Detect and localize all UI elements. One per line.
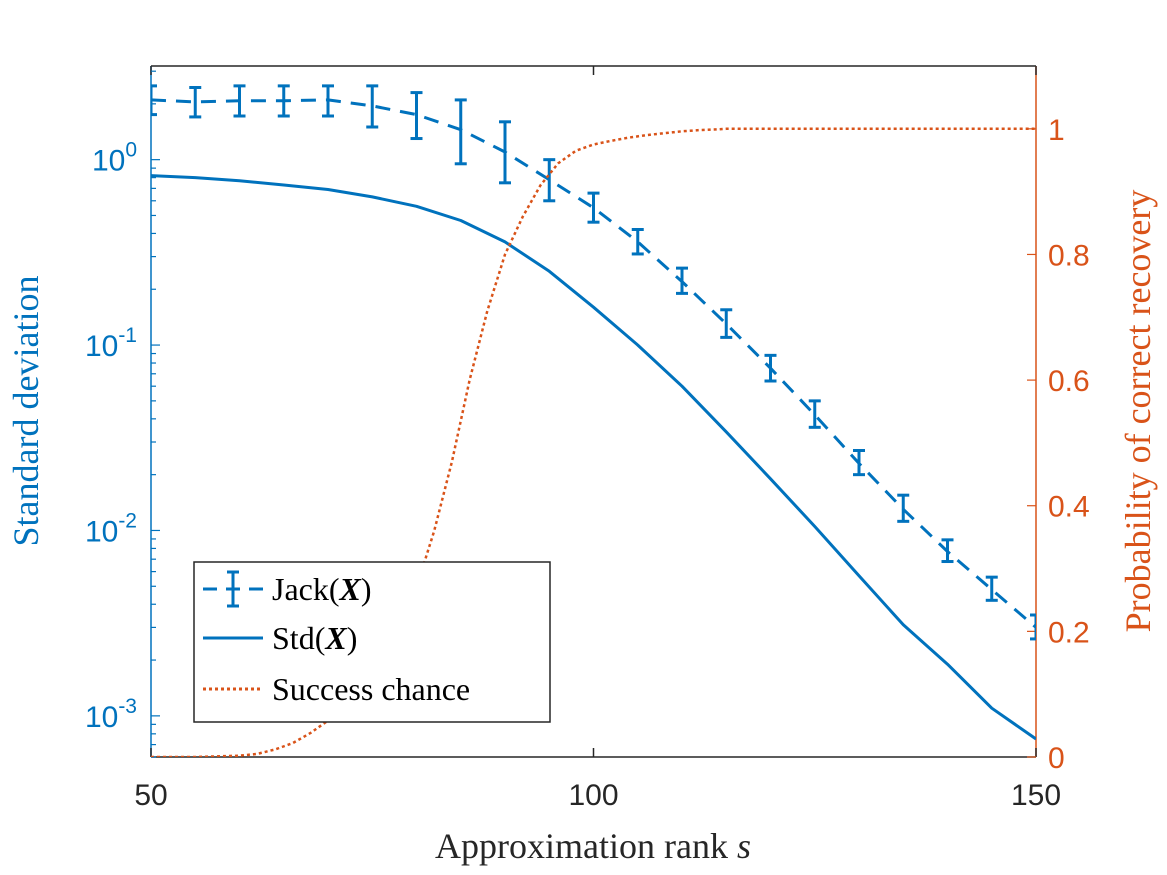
legend-success-label: Success chance [272,671,470,707]
right-tick-label: 0 [1048,742,1065,775]
left-tick-exponent: 0 [125,139,137,162]
series-layer [151,84,1036,757]
left-tick-label: 10-2 [85,509,137,548]
legend: Jack(X) Std(X) Success chance [193,561,551,723]
series-success-chance [151,127,1036,757]
std-line [151,174,1036,741]
x-axis-title: Approximation rank s [435,826,751,866]
series-std [151,174,1036,741]
left-tick-label: 10-1 [85,324,137,363]
left-tick-base: 10 [85,515,118,548]
left-tick-base: 10 [85,330,118,363]
legend-jack-name: Jack [272,571,329,607]
x-tick-label: 100 [568,779,618,812]
left-tick-exponent: -2 [118,509,137,532]
right-axis-title: Probability of correct recovery [1118,190,1158,633]
left-tick-label: 100 [92,139,137,178]
right-tick-label: 0.4 [1048,491,1090,524]
left-axis-title: Standard deviation [6,276,46,547]
legend-entry-std: Std(X) [203,620,357,656]
success-line [151,127,1036,757]
legend-entry-success: Success chance [203,671,470,707]
x-axis-ticks: 50 100 150 [134,66,1061,812]
right-tick-label: 0.8 [1048,239,1090,272]
legend-std-label: Std(X) [272,620,357,656]
left-tick-base: 10 [92,145,125,178]
legend-entry-jack: Jack(X) [203,570,372,608]
right-tick-label: 1 [1048,114,1065,147]
x-tick-label: 50 [134,779,167,812]
left-tick-exponent: -1 [118,324,137,347]
right-axis-ticks: 0 0.2 0.4 0.6 0.8 1 [1027,114,1090,775]
x-tick-label: 150 [1011,779,1061,812]
legend-std-name: Std [272,620,315,656]
jack-line [151,98,1036,629]
right-tick-label: 0.2 [1048,616,1090,649]
left-tick-base: 10 [85,701,118,734]
x-axis-title-text: Approximation rank [435,826,728,866]
left-tick-label: 10-3 [85,695,137,734]
legend-jack-label: Jack(X) [272,571,372,607]
legend-std-arg: X [324,620,347,656]
x-axis-title-variable: s [737,826,751,866]
legend-jack-arg: X [339,571,362,607]
series-jack [151,84,1036,641]
left-tick-exponent: -3 [118,695,137,718]
right-tick-label: 0.6 [1048,365,1090,398]
